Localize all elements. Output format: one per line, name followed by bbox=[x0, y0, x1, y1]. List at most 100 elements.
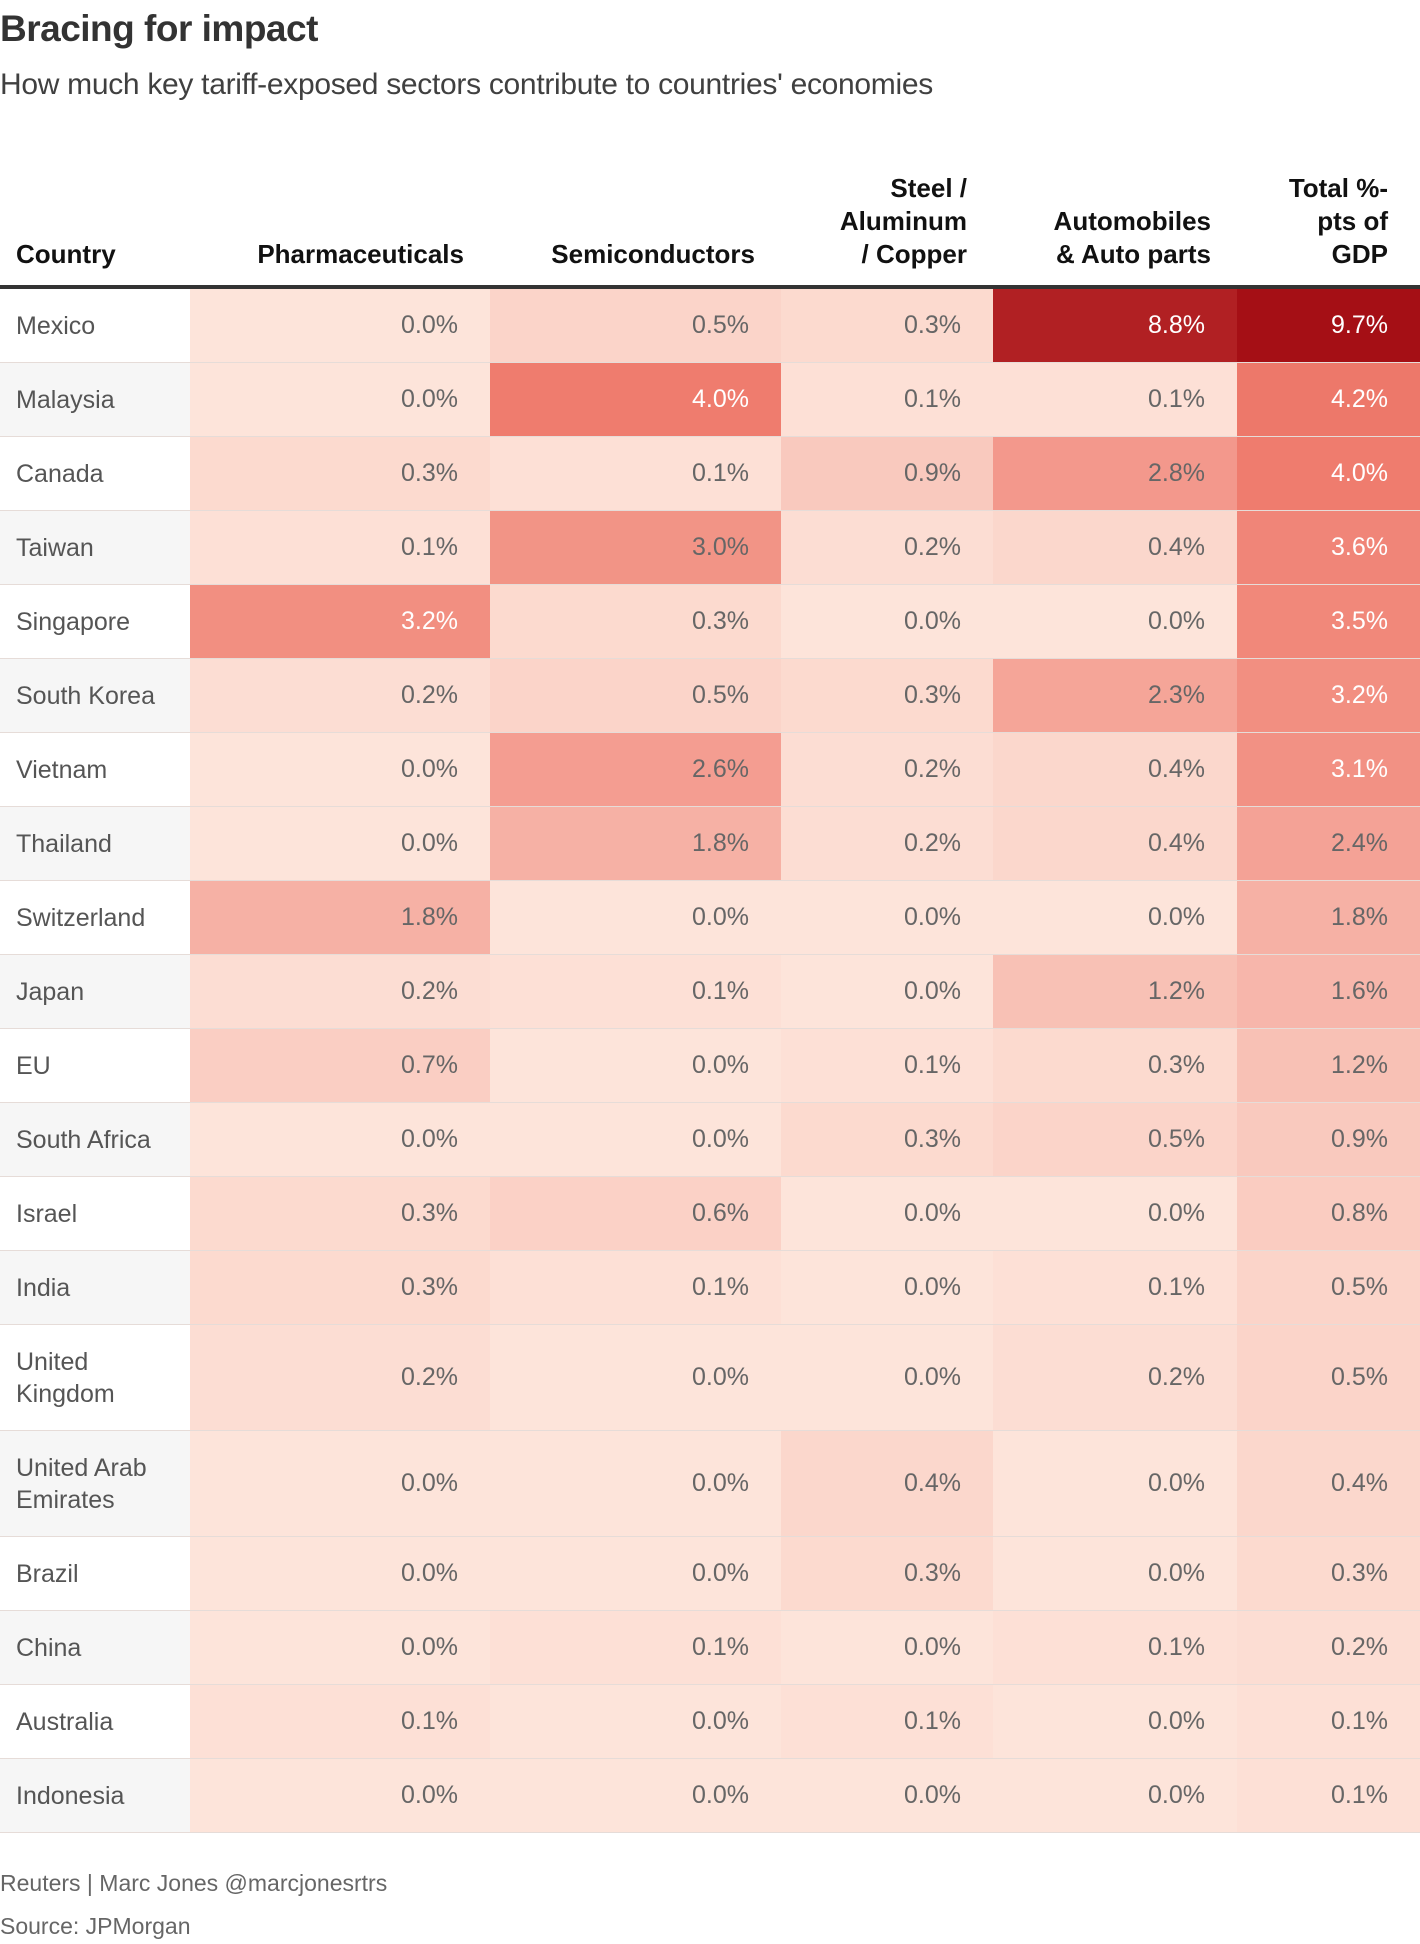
value-cell-pharmaceuticals: 0.3% bbox=[190, 437, 490, 510]
table-row: China 0.0% 0.1% 0.0% 0.1% 0.2% bbox=[0, 1611, 1420, 1685]
value-cell-automobiles-auto-parts: 0.2% bbox=[993, 1325, 1237, 1430]
value-cell-pharmaceuticals: 0.0% bbox=[190, 1537, 490, 1610]
value-cell-automobiles-auto-parts: 0.0% bbox=[993, 1431, 1237, 1536]
value-cell-automobiles-auto-parts: 2.8% bbox=[993, 437, 1237, 510]
value-cell-automobiles-auto-parts: 2.3% bbox=[993, 659, 1237, 732]
table-row: Israel 0.3% 0.6% 0.0% 0.0% 0.8% bbox=[0, 1177, 1420, 1251]
value-cell-steel-aluminum-copper: 0.0% bbox=[781, 881, 993, 954]
country-cell: Taiwan bbox=[0, 511, 190, 584]
value-cell-steel-aluminum-copper: 0.2% bbox=[781, 511, 993, 584]
value-cell-steel-aluminum-copper: 0.3% bbox=[781, 1537, 993, 1610]
value-cell-total-pts-of-gdp: 1.6% bbox=[1237, 955, 1420, 1028]
value-cell-total-pts-of-gdp: 4.2% bbox=[1237, 363, 1420, 436]
value-cell-semiconductors: 1.8% bbox=[490, 807, 781, 880]
country-cell: Canada bbox=[0, 437, 190, 510]
country-cell: India bbox=[0, 1251, 190, 1324]
country-cell: China bbox=[0, 1611, 190, 1684]
country-cell: EU bbox=[0, 1029, 190, 1102]
value-cell-semiconductors: 0.0% bbox=[490, 1103, 781, 1176]
table-row: Brazil 0.0% 0.0% 0.3% 0.0% 0.3% bbox=[0, 1537, 1420, 1611]
value-cell-steel-aluminum-copper: 0.3% bbox=[781, 289, 993, 362]
value-cell-semiconductors: 0.1% bbox=[490, 1251, 781, 1324]
country-cell: Israel bbox=[0, 1177, 190, 1250]
table-row: Malaysia 0.0% 4.0% 0.1% 0.1% 4.2% bbox=[0, 363, 1420, 437]
value-cell-automobiles-auto-parts: 0.0% bbox=[993, 1177, 1237, 1250]
value-cell-semiconductors: 0.1% bbox=[490, 437, 781, 510]
country-cell: Singapore bbox=[0, 585, 190, 658]
value-cell-steel-aluminum-copper: 0.0% bbox=[781, 1759, 993, 1832]
value-cell-semiconductors: 0.0% bbox=[490, 1537, 781, 1610]
country-cell: United Arab Emirates bbox=[0, 1431, 190, 1536]
table-row: Singapore 3.2% 0.3% 0.0% 0.0% 3.5% bbox=[0, 585, 1420, 659]
value-cell-automobiles-auto-parts: 0.3% bbox=[993, 1029, 1237, 1102]
value-cell-automobiles-auto-parts: 0.1% bbox=[993, 1251, 1237, 1324]
value-cell-semiconductors: 0.3% bbox=[490, 585, 781, 658]
value-cell-steel-aluminum-copper: 0.0% bbox=[781, 1251, 993, 1324]
value-cell-pharmaceuticals: 0.2% bbox=[190, 955, 490, 1028]
value-cell-semiconductors: 0.1% bbox=[490, 1611, 781, 1684]
value-cell-total-pts-of-gdp: 9.7% bbox=[1237, 289, 1420, 362]
value-cell-total-pts-of-gdp: 0.5% bbox=[1237, 1325, 1420, 1430]
value-cell-pharmaceuticals: 0.0% bbox=[190, 1103, 490, 1176]
value-cell-steel-aluminum-copper: 0.1% bbox=[781, 1029, 993, 1102]
value-cell-pharmaceuticals: 0.0% bbox=[190, 1611, 490, 1684]
value-cell-pharmaceuticals: 0.0% bbox=[190, 807, 490, 880]
column-header-automobiles-auto-parts: Automobiles & Auto parts bbox=[1053, 206, 1211, 269]
value-cell-total-pts-of-gdp: 3.1% bbox=[1237, 733, 1420, 806]
country-cell: Mexico bbox=[0, 289, 190, 362]
value-cell-steel-aluminum-copper: 0.2% bbox=[781, 807, 993, 880]
value-cell-pharmaceuticals: 0.2% bbox=[190, 659, 490, 732]
column-header-semiconductors: Semiconductors bbox=[551, 239, 755, 269]
chart-title: Bracing for impact bbox=[0, 8, 318, 49]
value-cell-total-pts-of-gdp: 0.8% bbox=[1237, 1177, 1420, 1250]
credit-line: Reuters | Marc Jones @marcjonesrtrs bbox=[0, 1870, 388, 1896]
value-cell-total-pts-of-gdp: 1.2% bbox=[1237, 1029, 1420, 1102]
value-cell-automobiles-auto-parts: 0.4% bbox=[993, 511, 1237, 584]
column-header-country: Country bbox=[16, 239, 116, 269]
value-cell-semiconductors: 0.5% bbox=[490, 659, 781, 732]
table-row: Australia 0.1% 0.0% 0.1% 0.0% 0.1% bbox=[0, 1685, 1420, 1759]
value-cell-steel-aluminum-copper: 0.3% bbox=[781, 1103, 993, 1176]
value-cell-semiconductors: 0.0% bbox=[490, 1759, 781, 1832]
table-row: United Arab Emirates 0.0% 0.0% 0.4% 0.0% 0.4% bbox=[0, 1431, 1420, 1537]
value-cell-automobiles-auto-parts: 1.2% bbox=[993, 955, 1237, 1028]
value-cell-pharmaceuticals: 0.0% bbox=[190, 363, 490, 436]
value-cell-semiconductors: 0.5% bbox=[490, 289, 781, 362]
value-cell-total-pts-of-gdp: 0.3% bbox=[1237, 1537, 1420, 1610]
value-cell-pharmaceuticals: 0.1% bbox=[190, 1685, 490, 1758]
source-line: Source: JPMorgan bbox=[0, 1913, 191, 1939]
value-cell-steel-aluminum-copper: 0.2% bbox=[781, 733, 993, 806]
value-cell-automobiles-auto-parts: 0.0% bbox=[993, 585, 1237, 658]
chart-subtitle: How much key tariff-exposed sectors cont… bbox=[0, 68, 933, 101]
country-cell: Australia bbox=[0, 1685, 190, 1758]
value-cell-steel-aluminum-copper: 0.0% bbox=[781, 1611, 993, 1684]
value-cell-steel-aluminum-copper: 0.0% bbox=[781, 1325, 993, 1430]
value-cell-steel-aluminum-copper: 0.3% bbox=[781, 659, 993, 732]
value-cell-semiconductors: 0.0% bbox=[490, 881, 781, 954]
value-cell-total-pts-of-gdp: 0.2% bbox=[1237, 1611, 1420, 1684]
value-cell-steel-aluminum-copper: 0.0% bbox=[781, 1177, 993, 1250]
value-cell-total-pts-of-gdp: 0.5% bbox=[1237, 1251, 1420, 1324]
value-cell-pharmaceuticals: 0.3% bbox=[190, 1177, 490, 1250]
value-cell-semiconductors: 0.0% bbox=[490, 1431, 781, 1536]
value-cell-automobiles-auto-parts: 0.0% bbox=[993, 881, 1237, 954]
value-cell-steel-aluminum-copper: 0.0% bbox=[781, 585, 993, 658]
value-cell-total-pts-of-gdp: 0.1% bbox=[1237, 1685, 1420, 1758]
value-cell-semiconductors: 0.0% bbox=[490, 1685, 781, 1758]
table-body: Mexico 0.0% 0.5% 0.3% 8.8% 9.7% Malaysia 0.0% 4.… bbox=[0, 289, 1420, 1833]
value-cell-steel-aluminum-copper: 0.1% bbox=[781, 363, 993, 436]
country-cell: Thailand bbox=[0, 807, 190, 880]
table-row: Switzerland 1.8% 0.0% 0.0% 0.0% 1.8% bbox=[0, 881, 1420, 955]
country-cell: Indonesia bbox=[0, 1759, 190, 1832]
value-cell-pharmaceuticals: 0.3% bbox=[190, 1251, 490, 1324]
table-row: Indonesia 0.0% 0.0% 0.0% 0.0% 0.1% bbox=[0, 1759, 1420, 1833]
country-cell: South Korea bbox=[0, 659, 190, 732]
value-cell-steel-aluminum-copper: 0.9% bbox=[781, 437, 993, 510]
country-cell: South Africa bbox=[0, 1103, 190, 1176]
value-cell-semiconductors: 4.0% bbox=[490, 363, 781, 436]
value-cell-total-pts-of-gdp: 0.9% bbox=[1237, 1103, 1420, 1176]
country-cell: Vietnam bbox=[0, 733, 190, 806]
column-header-steel-aluminum-copper: Steel / Aluminum / Copper bbox=[839, 173, 967, 269]
value-cell-semiconductors: 0.6% bbox=[490, 1177, 781, 1250]
value-cell-automobiles-auto-parts: 0.4% bbox=[993, 807, 1237, 880]
